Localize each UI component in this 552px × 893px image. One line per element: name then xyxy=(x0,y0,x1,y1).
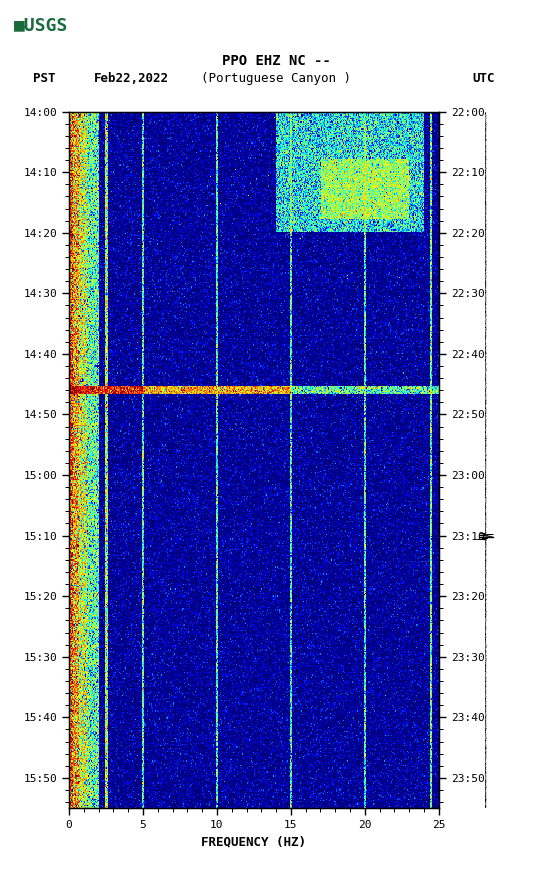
Text: UTC: UTC xyxy=(472,72,495,85)
Text: PST: PST xyxy=(33,72,56,85)
Text: (Portuguese Canyon ): (Portuguese Canyon ) xyxy=(201,72,351,85)
Text: PPO EHZ NC --: PPO EHZ NC -- xyxy=(221,54,331,68)
X-axis label: FREQUENCY (HZ): FREQUENCY (HZ) xyxy=(201,836,306,848)
Text: Feb22,2022: Feb22,2022 xyxy=(94,72,169,85)
Text: ■USGS: ■USGS xyxy=(14,16,68,34)
